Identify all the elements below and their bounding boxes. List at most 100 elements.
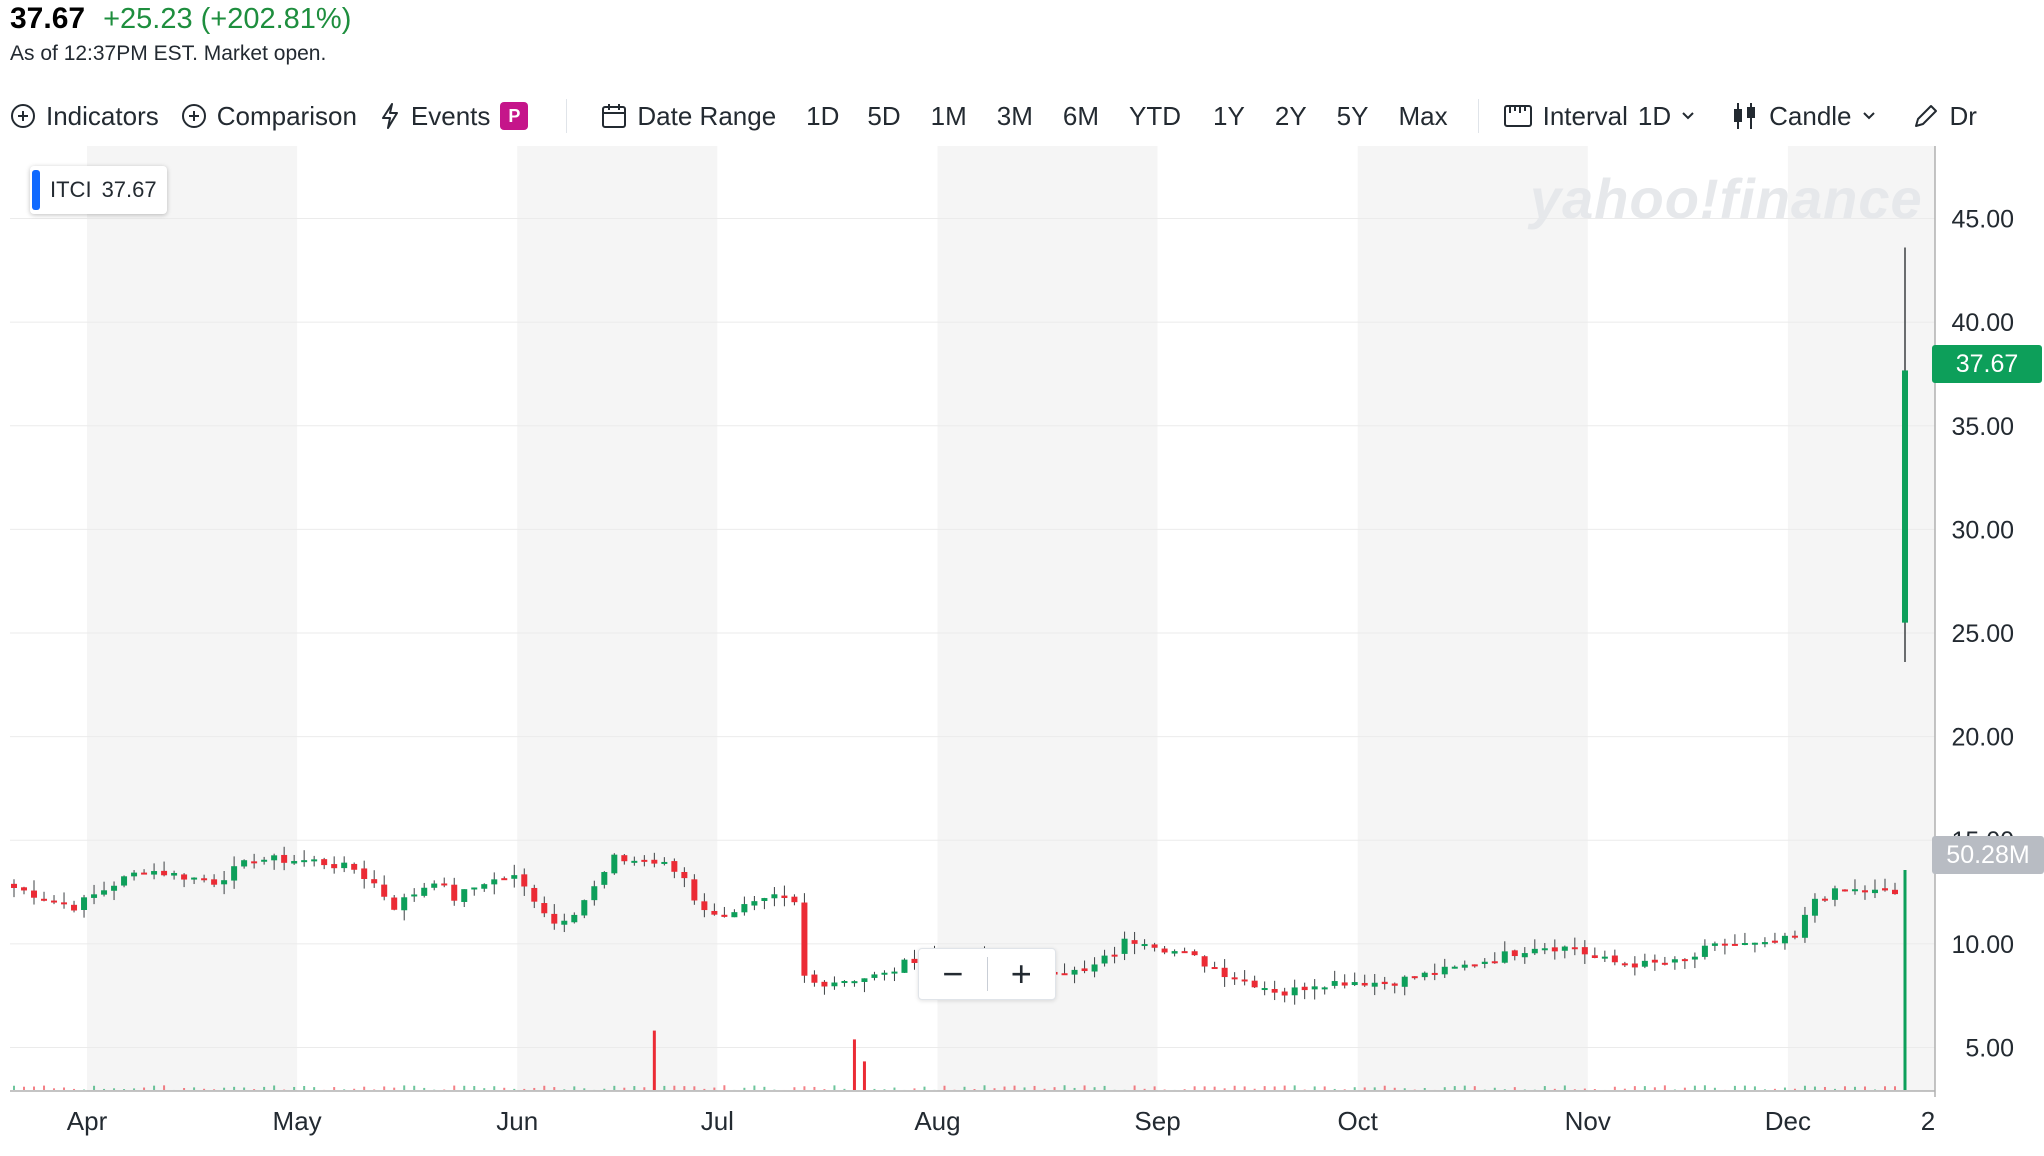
draw-button[interactable]: Dr (1912, 101, 1977, 132)
candle-body (221, 880, 228, 885)
candle-body (1431, 972, 1438, 975)
candle-body (181, 874, 188, 880)
candle-body (1261, 988, 1268, 991)
candle-body (1541, 948, 1548, 951)
zoom-in-button[interactable]: + (1010, 953, 1032, 994)
candle-body (1741, 943, 1748, 946)
candle-body (1441, 966, 1448, 975)
candle-body (1411, 976, 1418, 979)
volume-bar (713, 1087, 716, 1090)
candle-body (21, 887, 28, 891)
volume-bar (103, 1088, 106, 1090)
candle-body (771, 894, 778, 899)
y-tick-label: 35.00 (1951, 413, 2014, 441)
candle-body (291, 861, 298, 864)
volume-bar (1633, 1086, 1636, 1090)
chart-type-select[interactable]: Candle (1731, 101, 1875, 132)
y-tick-label: 40.00 (1951, 309, 2014, 337)
range-ytd[interactable]: YTD (1129, 100, 1182, 131)
volume-bar (1053, 1087, 1056, 1090)
volume-bar (1683, 1087, 1686, 1090)
toolbar-divider (566, 99, 568, 133)
candle-body (1701, 945, 1708, 957)
volume-bar (1213, 1086, 1216, 1090)
volume-bar (1203, 1086, 1206, 1090)
date-range-button[interactable]: Date Range (601, 101, 776, 132)
volume-bar (333, 1087, 336, 1090)
volume-bar (963, 1086, 966, 1090)
candle-body (311, 859, 318, 862)
volume-bar (1343, 1089, 1346, 1090)
indicators-button[interactable]: Indicators (10, 101, 159, 132)
candle-body (721, 914, 728, 917)
candle-body (781, 895, 788, 899)
y-tick-label: 10.00 (1951, 931, 2014, 959)
candle-body (711, 910, 718, 915)
volume-bar (1403, 1088, 1406, 1090)
range-1m[interactable]: 1M (930, 100, 967, 131)
range-max[interactable]: Max (1398, 100, 1448, 131)
volume-bar (1813, 1086, 1816, 1090)
candle-body (1451, 966, 1458, 969)
volume-bar (93, 1085, 96, 1090)
range-2y[interactable]: 2Y (1274, 100, 1307, 131)
x-tick-label: Aug (914, 1106, 960, 1136)
interval-select[interactable]: Interval 1D (1503, 101, 1696, 132)
candle-body (661, 861, 668, 864)
candle-body (581, 900, 588, 916)
events-button[interactable]: Events P (379, 101, 529, 132)
volume-bar (753, 1085, 756, 1090)
volume-bar (1193, 1086, 1196, 1090)
volume-bar (513, 1088, 516, 1090)
comparison-button[interactable]: Comparison (181, 101, 357, 132)
volume-bar (923, 1086, 926, 1090)
volume-bar (523, 1088, 526, 1090)
series-legend[interactable]: ITCI 37.67 (30, 166, 167, 214)
range-6m[interactable]: 6M (1062, 100, 1100, 131)
zoom-out-button[interactable]: − (942, 953, 964, 994)
y-tick-label: 5.00 (1965, 1034, 2014, 1062)
range-1d[interactable]: 1D (806, 100, 840, 131)
volume-bar (843, 1088, 846, 1090)
last-price: 37.67 (10, 2, 86, 35)
x-tick-label: Dec (1765, 1106, 1811, 1136)
candle-body (131, 872, 138, 877)
interval-value: 1D (1637, 100, 1672, 131)
candle-body (1291, 987, 1298, 996)
candle-body (1341, 982, 1348, 986)
volume-bar (1903, 870, 1907, 1090)
x-tick-label: 2 (1921, 1106, 1935, 1136)
volume-bar (1293, 1085, 1296, 1090)
plus-circle-icon (10, 103, 36, 129)
candlestick-chart[interactable]: 5.0010.0015.0020.0025.0030.0035.0040.004… (0, 146, 2044, 1156)
range-5y[interactable]: 5Y (1336, 100, 1369, 131)
range-1y[interactable]: 1Y (1213, 100, 1245, 131)
range-5d[interactable]: 5D (867, 100, 901, 131)
candle-body (261, 859, 268, 862)
volume-bar (943, 1085, 946, 1090)
volume-bar (1243, 1086, 1246, 1090)
volume-bar (43, 1085, 46, 1090)
candle-body (1611, 955, 1618, 963)
volume-bar (163, 1085, 166, 1090)
candle-body (1681, 959, 1688, 962)
month-band (87, 146, 298, 1091)
candle-body (361, 868, 368, 880)
candle-body (601, 872, 608, 885)
volume-bar (1643, 1086, 1646, 1090)
yahoo-finance-watermark: yahoo!finance (1530, 167, 1923, 230)
candle-body (1121, 938, 1128, 954)
candle-body (1501, 951, 1508, 963)
volume-bar (63, 1087, 66, 1090)
chart-area[interactable]: 5.0010.0015.0020.0025.0030.0035.0040.004… (0, 146, 2044, 1156)
candle-body (1841, 889, 1848, 892)
volume-bar (1873, 1089, 1876, 1090)
candle-body (1831, 888, 1838, 900)
candle-body (551, 913, 558, 924)
volume-bar (1583, 1088, 1586, 1090)
range-3m[interactable]: 3M (996, 100, 1033, 131)
volume-bar (1673, 1089, 1676, 1090)
candle-body (801, 902, 808, 976)
volume-bar (573, 1086, 576, 1090)
volume-bar (1553, 1088, 1556, 1090)
